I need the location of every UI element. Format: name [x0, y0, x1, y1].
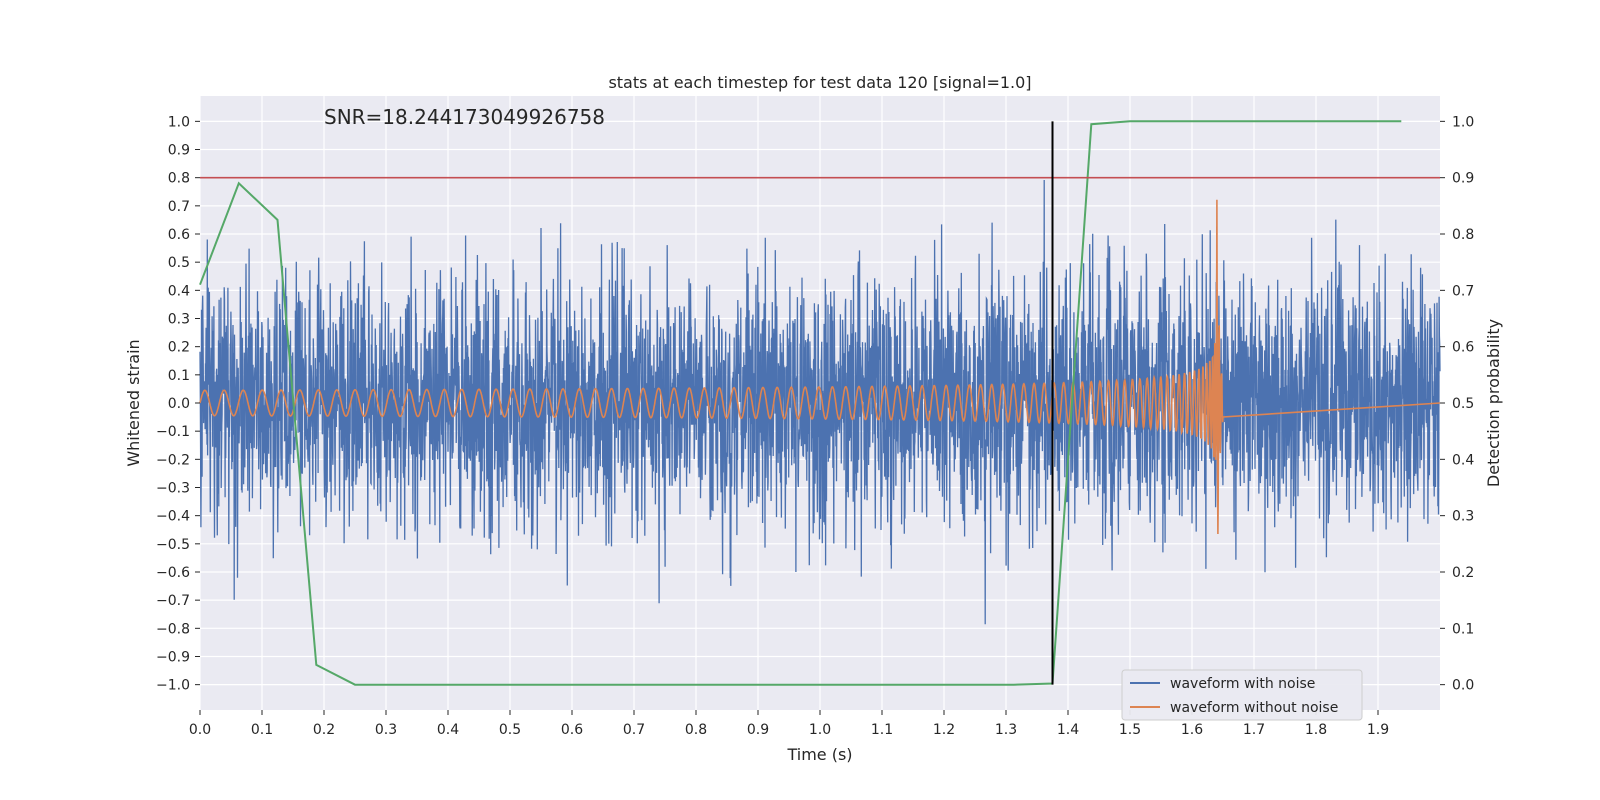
- y-tick-label-left: −0.6: [156, 565, 190, 581]
- x-tick-label: 1.1: [871, 722, 893, 738]
- x-tick-label: 0.3: [375, 722, 397, 738]
- x-tick-label: 0.5: [499, 722, 521, 738]
- y-tick-label-left: −0.3: [156, 480, 190, 496]
- y-tick-label-right: 0.1: [1452, 621, 1474, 637]
- probability-line: [199, 120, 1402, 686]
- x-tick-label: 0.4: [437, 722, 459, 738]
- x-tick-label: 0.8: [685, 722, 707, 738]
- y-axis-title-right: Detection probability: [1484, 319, 1503, 487]
- legend: waveform with noise waveform without noi…: [1121, 669, 1363, 721]
- x-tick-label: 0.0: [189, 722, 211, 738]
- x-tick-label: 0.9: [747, 722, 769, 738]
- y-tick-label-right: 1.0: [1452, 114, 1474, 130]
- x-ticks: 0.0 0.1 0.2 0.3 0.4 0.5 0.6 0.7 0.8 0.9 1.0 1.1 1.2 1…: [189, 710, 1389, 738]
- x-tick-label: 0.1: [251, 722, 273, 738]
- legend-label-noisy: waveform with noise: [1170, 676, 1315, 692]
- reference-lines: [200, 121, 1440, 685]
- y-tick-label-left: 1.0: [168, 114, 190, 130]
- y-tick-label-right: 0.0: [1452, 678, 1474, 694]
- x-tick-label: 1.6: [1181, 722, 1203, 738]
- y-tick-label-left: −0.2: [156, 452, 190, 468]
- x-tick-label: 1.0: [809, 722, 831, 738]
- y-tick-label-right: 0.5: [1452, 396, 1474, 412]
- y-tick-label-left: −0.1: [156, 424, 190, 440]
- y-tick-label-left: 0.6: [168, 227, 190, 243]
- x-tick-label: 0.7: [623, 722, 645, 738]
- x-tick-label: 1.3: [995, 722, 1017, 738]
- y-axis-title-left: Whitened strain: [124, 339, 143, 466]
- series-waveform-with-noise: [199, 179, 1441, 625]
- y-tick-label-left: −0.9: [156, 649, 190, 665]
- x-tick-label: 1.5: [1119, 722, 1141, 738]
- x-tick-label: 1.4: [1057, 722, 1079, 738]
- x-tick-label: 0.2: [313, 722, 335, 738]
- noisy-line: [199, 179, 1441, 625]
- snr-annotation: SNR=18.244173049926758: [324, 105, 605, 129]
- x-tick-label: 1.7: [1243, 722, 1265, 738]
- y-tick-label-right: 0.4: [1452, 452, 1474, 468]
- y-tick-label-left: 0.8: [168, 171, 190, 187]
- legend-box: [1121, 669, 1363, 721]
- legend-label-clean: waveform without noise: [1170, 700, 1338, 716]
- y-tick-label-left: 0.9: [168, 143, 190, 159]
- y-tick-label-left: 0.0: [168, 396, 190, 412]
- y-tick-label-left: −0.5: [156, 537, 190, 553]
- y-ticks-left: −1.0 −0.9 −0.8 −0.7 −0.6 −0.5 −0.4 −0.3 −0.2 −0.1…: [156, 114, 200, 694]
- y-ticks-right: 0.0 0.1 0.2 0.3 0.4 0.5 0.6 0.7 0.8 0.9 1.0: [1440, 114, 1474, 694]
- x-axis-title: Time (s): [786, 745, 852, 764]
- y-tick-label-right: 0.6: [1452, 340, 1474, 356]
- y-tick-label-left: 0.5: [168, 255, 190, 271]
- y-tick-label-right: 0.7: [1452, 283, 1474, 299]
- y-tick-label-left: 0.3: [168, 312, 190, 328]
- y-tick-label-right: 0.2: [1452, 565, 1474, 581]
- y-tick-label-left: −0.7: [156, 593, 190, 609]
- x-tick-label: 1.8: [1305, 722, 1327, 738]
- y-tick-label-left: −0.4: [156, 509, 190, 525]
- y-tick-label-left: 0.2: [168, 340, 190, 356]
- series-detection-probability: [199, 120, 1402, 686]
- y-tick-label-left: 0.1: [168, 368, 190, 384]
- x-tick-label: 1.9: [1367, 722, 1389, 738]
- y-tick-label-right: 0.9: [1452, 171, 1474, 187]
- x-tick-label: 1.2: [933, 722, 955, 738]
- y-tick-label-left: 0.4: [168, 283, 190, 299]
- x-tick-label: 0.6: [561, 722, 583, 738]
- y-tick-label-left: −1.0: [156, 678, 190, 694]
- chart-title: stats at each timestep for test data 120…: [608, 73, 1031, 92]
- y-tick-label-left: 0.7: [168, 199, 190, 215]
- y-tick-label-right: 0.8: [1452, 227, 1474, 243]
- y-tick-label-left: −0.8: [156, 621, 190, 637]
- y-tick-label-right: 0.3: [1452, 509, 1474, 525]
